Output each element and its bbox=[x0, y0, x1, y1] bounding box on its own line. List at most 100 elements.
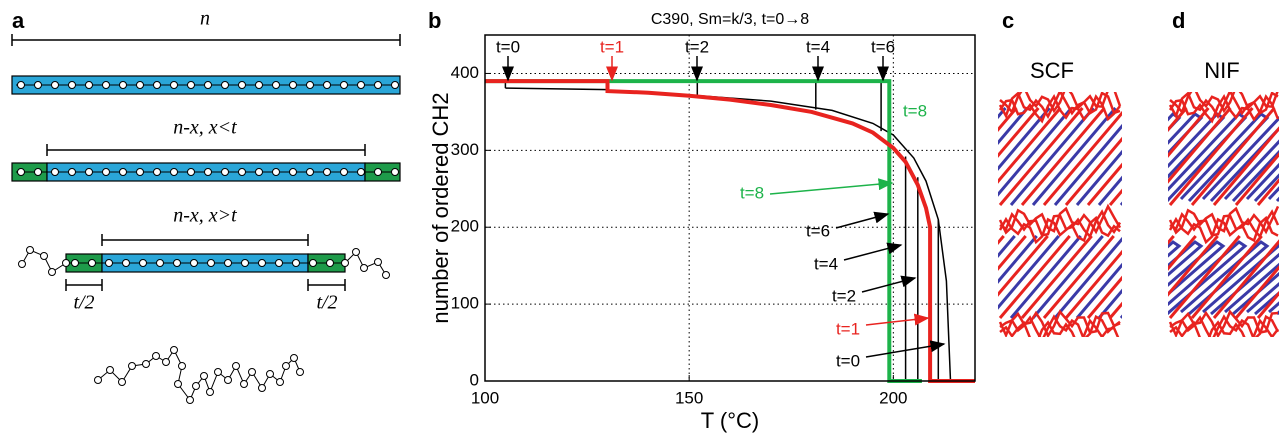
data-line bbox=[504, 81, 940, 381]
crystalline-stem bbox=[901, 236, 971, 318]
monomer bbox=[187, 81, 195, 89]
panel-label: a bbox=[12, 8, 25, 33]
crystalline-stem bbox=[1009, 235, 1082, 319]
monomer bbox=[34, 168, 42, 176]
crystalline-stem bbox=[1064, 249, 1122, 319]
monomer bbox=[289, 81, 297, 89]
crystalline-stem bbox=[998, 107, 1084, 206]
monomer bbox=[360, 264, 368, 272]
panel-label: b bbox=[428, 8, 441, 33]
monomer bbox=[88, 259, 96, 267]
annotation-arrow bbox=[865, 313, 930, 326]
monomer bbox=[221, 168, 229, 176]
monomer bbox=[309, 259, 317, 267]
crystalline-stem bbox=[998, 107, 1029, 145]
crystalline-stem bbox=[998, 235, 1038, 284]
amorphous-chain bbox=[998, 203, 1122, 235]
crystalline-stem bbox=[998, 107, 1007, 120]
panel-label: c bbox=[1002, 8, 1014, 33]
crystalline-stem bbox=[1212, 239, 1279, 319]
folded-stem bbox=[1179, 112, 1270, 203]
crystalline-stem bbox=[998, 235, 1016, 258]
monomer bbox=[94, 376, 102, 384]
monomer bbox=[272, 81, 280, 89]
crystalline-stem bbox=[1031, 235, 1104, 319]
monomer bbox=[292, 259, 300, 267]
crystalline-stem bbox=[998, 107, 1062, 184]
annotation-arrow bbox=[843, 242, 903, 261]
crystalline-stem bbox=[998, 107, 1051, 171]
x-tick-label: 150 bbox=[675, 388, 703, 407]
annotation: t=2 bbox=[685, 37, 709, 56]
annotation: t=8 bbox=[740, 183, 764, 202]
monomer bbox=[105, 259, 113, 267]
folded-stem bbox=[1180, 240, 1270, 316]
monomer bbox=[207, 259, 215, 267]
monomer bbox=[214, 368, 222, 376]
crystalline-stem bbox=[1097, 288, 1122, 319]
monomer bbox=[340, 81, 348, 89]
crystalline-stem bbox=[1020, 235, 1093, 319]
monomer bbox=[118, 378, 126, 386]
monomer bbox=[62, 259, 70, 267]
crystalline-stem bbox=[1020, 107, 1106, 206]
amorphous-chain bbox=[1168, 215, 1279, 245]
monomer bbox=[290, 354, 298, 362]
monomer bbox=[192, 382, 200, 390]
monomer bbox=[170, 168, 178, 176]
crystalline-stem bbox=[1168, 235, 1219, 297]
monomer bbox=[200, 372, 208, 380]
monomer bbox=[296, 368, 304, 376]
monomer bbox=[206, 388, 214, 396]
annotation: t=1 bbox=[836, 319, 860, 338]
monomer bbox=[162, 358, 170, 366]
crystal-drawing bbox=[1168, 92, 1279, 337]
monomer bbox=[340, 168, 348, 176]
x-axis-label: T (°C) bbox=[701, 408, 760, 433]
amorphous-chain bbox=[1168, 93, 1279, 124]
annotation: t=6 bbox=[806, 221, 830, 240]
amorphous-chain bbox=[998, 93, 1121, 124]
monomer bbox=[119, 81, 127, 89]
monomer bbox=[128, 362, 136, 370]
folded-stem bbox=[1202, 243, 1279, 316]
monomer bbox=[306, 168, 314, 176]
folded-stem bbox=[1224, 262, 1279, 316]
crystalline-stem bbox=[1031, 107, 1117, 206]
monomer bbox=[204, 81, 212, 89]
monomer bbox=[152, 352, 160, 360]
monomer bbox=[275, 259, 283, 267]
monomer bbox=[352, 248, 360, 256]
crystalline-stem bbox=[998, 107, 1040, 158]
crystalline-stem bbox=[1234, 152, 1279, 206]
folded-stem bbox=[1168, 240, 1226, 296]
crystalline-stem bbox=[1053, 123, 1122, 206]
monomer bbox=[382, 271, 390, 279]
monomer bbox=[187, 168, 195, 176]
monomer bbox=[106, 366, 114, 374]
crystalline-stem bbox=[998, 235, 1005, 246]
monomer bbox=[224, 376, 232, 384]
crystalline-stem bbox=[998, 235, 1071, 319]
crystalline-stem bbox=[1042, 235, 1115, 319]
crystalline-stem bbox=[1168, 107, 1254, 206]
panel-label: d bbox=[1172, 8, 1185, 33]
monomer bbox=[374, 168, 382, 176]
monomer bbox=[282, 362, 290, 370]
crystalline-stem bbox=[912, 108, 994, 205]
annotation: t=8 bbox=[903, 101, 927, 120]
amorphous-chain bbox=[999, 92, 1122, 115]
monomer bbox=[18, 260, 26, 268]
monomer bbox=[17, 168, 25, 176]
crystalline-stem bbox=[1168, 107, 1188, 133]
monomer bbox=[232, 362, 240, 370]
crystalline-stem bbox=[998, 235, 1060, 310]
monomer bbox=[255, 168, 263, 176]
half-label: t/2 bbox=[73, 292, 94, 314]
monomer bbox=[142, 360, 150, 368]
monomer bbox=[173, 259, 181, 267]
monomer bbox=[190, 259, 198, 267]
amorphous-chain bbox=[1169, 314, 1279, 337]
monomer bbox=[341, 259, 349, 267]
